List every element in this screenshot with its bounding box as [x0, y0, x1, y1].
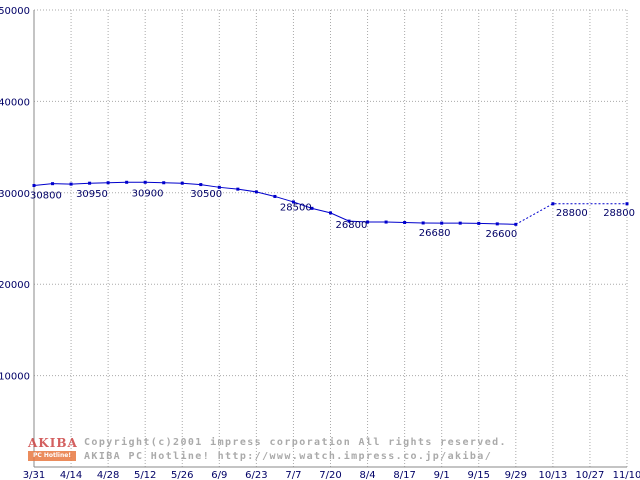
data-point-marker — [236, 187, 240, 191]
copyright-line-2: AKIBA PC Hotline! http://www.watch.impre… — [84, 451, 493, 462]
data-point-label: 28500 — [280, 202, 312, 213]
data-point-label: 30800 — [30, 190, 62, 201]
data-point-marker — [199, 183, 203, 187]
data-point-marker — [88, 181, 92, 185]
x-tick-label: 10/13 — [538, 470, 567, 480]
x-tick-label: 3/31 — [23, 470, 45, 480]
x-tick-label: 8/17 — [393, 470, 415, 480]
y-tick-label: 10000 — [0, 372, 30, 383]
data-point-marker — [403, 221, 407, 225]
x-tick-label: 7/7 — [285, 470, 301, 480]
data-point-marker — [32, 183, 36, 187]
y-tick-label: 50000 — [0, 6, 30, 17]
data-point-marker — [477, 221, 481, 225]
x-tick-label: 11/10 — [613, 470, 640, 480]
logo-pc-hotline-text: PC Hotline! — [28, 451, 76, 461]
data-point-marker — [291, 200, 295, 204]
data-point-label: 26800 — [336, 220, 368, 231]
logo-akiba-text: AKIBA — [28, 436, 78, 450]
x-tick-label: 10/27 — [576, 470, 605, 480]
x-tick-label: 4/14 — [60, 470, 82, 480]
data-point-label: 30500 — [190, 189, 222, 200]
copyright-block: Copyright(c)2001 impress corporation All… — [84, 436, 507, 464]
x-tick-label: 8/4 — [360, 470, 376, 480]
x-tick-label: 4/28 — [97, 470, 119, 480]
x-tick-label: 6/9 — [211, 470, 227, 480]
data-point-marker — [254, 190, 258, 194]
data-point-marker — [51, 182, 55, 186]
data-point-marker — [180, 181, 184, 185]
data-point-marker — [421, 221, 425, 225]
data-point-label: 26680 — [419, 228, 451, 239]
akiba-pc-hotline-logo: AKIBA PC Hotline! — [28, 436, 78, 461]
data-point-label: 30950 — [76, 189, 108, 200]
data-point-marker — [162, 181, 166, 185]
data-point-marker — [347, 219, 351, 223]
data-point-marker — [143, 180, 147, 184]
x-tick-label: 9/29 — [505, 470, 527, 480]
data-point-marker — [514, 222, 518, 226]
data-point-marker — [440, 221, 444, 225]
x-tick-label: 9/1 — [434, 470, 450, 480]
data-point-marker — [273, 194, 277, 198]
x-tick-label: 5/26 — [171, 470, 193, 480]
data-point-marker — [458, 221, 462, 225]
data-point-marker — [106, 181, 110, 185]
data-point-label: 28800 — [603, 208, 635, 219]
data-point-marker — [69, 182, 73, 186]
data-point-marker — [495, 222, 499, 226]
data-point-marker — [125, 180, 129, 184]
data-point-marker — [366, 220, 370, 224]
x-tick-label: 7/20 — [319, 470, 341, 480]
y-tick-label: 20000 — [0, 280, 30, 291]
data-point-marker — [384, 220, 388, 224]
copyright-line-1: Copyright(c)2001 impress corporation All… — [84, 437, 507, 448]
x-tick-label: 9/15 — [468, 470, 490, 480]
data-point-label: 28800 — [556, 208, 588, 219]
data-point-marker — [310, 206, 314, 210]
y-tick-label: 30000 — [0, 189, 30, 200]
y-tick-label: 40000 — [0, 97, 30, 108]
data-point-marker — [217, 185, 221, 189]
data-point-marker — [329, 211, 332, 215]
x-tick-label: 5/12 — [134, 470, 156, 480]
data-point-label: 26600 — [485, 229, 517, 240]
footer: AKIBA PC Hotline! Copyright(c)2001 impre… — [28, 436, 507, 464]
x-tick-label: 6/23 — [245, 470, 267, 480]
data-point-label: 30900 — [132, 188, 164, 199]
data-point-marker — [551, 202, 555, 206]
data-point-marker — [625, 202, 629, 206]
